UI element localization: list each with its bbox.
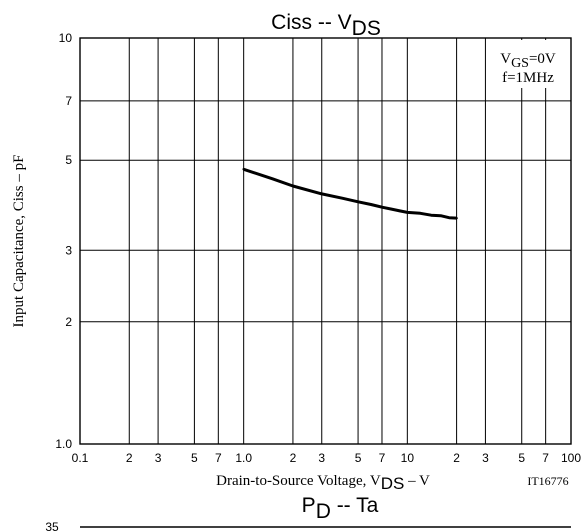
condition-vgs: VGS=0V: [500, 51, 556, 71]
grid: [79, 37, 572, 445]
x-tick-label: 2: [290, 451, 297, 465]
x-tick-label: 100: [561, 451, 581, 465]
data-point: [439, 214, 442, 217]
next-chart-first-tick: 35: [45, 520, 59, 531]
data-point: [369, 203, 373, 206]
y-tick-label: 7: [65, 94, 72, 108]
x-tick-label: 2: [126, 451, 133, 465]
chart-title: Ciss -- VDS: [271, 11, 381, 40]
data-point: [320, 192, 323, 196]
y-tick-label: 10: [59, 31, 73, 45]
x-tick-label: 5: [191, 451, 198, 465]
x-tick-label: 2: [453, 451, 460, 465]
conditions-box: [487, 40, 569, 88]
y-tick-label: 5: [65, 153, 72, 167]
plot-frame: [79, 37, 572, 445]
chart-title-main: Ciss -- V: [271, 11, 352, 34]
figure-id: IT16776: [527, 474, 568, 488]
y-tick-labels: 1.0 2 3 5 7 10: [55, 31, 72, 451]
series-layer: [242, 167, 458, 220]
x-tick-label: 7: [215, 451, 222, 465]
data-point: [447, 216, 451, 219]
chart-title-sub: DS: [352, 17, 381, 40]
x-tick-label: 3: [482, 451, 489, 465]
data-point: [398, 209, 402, 213]
next-chart-title: PD -- Ta: [302, 494, 379, 523]
x-tick-label: 5: [355, 451, 362, 465]
data-point: [271, 177, 274, 180]
x-tick-label: 0.1: [72, 451, 89, 465]
x-tick-label: 3: [318, 451, 325, 465]
data-point: [390, 207, 393, 211]
data-point: [291, 184, 295, 188]
data-point: [430, 214, 433, 217]
x-tick-label: 10: [401, 451, 415, 465]
y-tick-label: 3: [65, 243, 72, 257]
data-point: [455, 216, 458, 220]
x-tick-label: 1.0: [235, 451, 252, 465]
x-tick-label: 7: [542, 451, 549, 465]
data-point: [341, 197, 344, 200]
data-point: [356, 200, 360, 203]
y-tick-label: 1.0: [55, 437, 72, 451]
data-point: [242, 168, 245, 171]
x-tick-label: 5: [518, 451, 525, 465]
series-line: [243, 167, 457, 220]
x-axis-label: Drain-to-Source Voltage, VDS – V: [216, 473, 430, 493]
data-point: [380, 206, 384, 209]
x-tick-labels: 0.1 2 3 5 7 1.0 2 3 5 7 10 2 3 5 7 100: [72, 451, 582, 465]
x-tick-label: 7: [379, 451, 386, 465]
x-tick-label: 3: [155, 451, 162, 465]
data-point: [406, 211, 409, 214]
condition-freq: f=1MHz: [502, 70, 554, 86]
y-tick-label: 2: [65, 315, 72, 329]
data-point: [419, 212, 422, 215]
y-axis-label: Input Capacitance, Ciss – pF: [11, 155, 27, 328]
